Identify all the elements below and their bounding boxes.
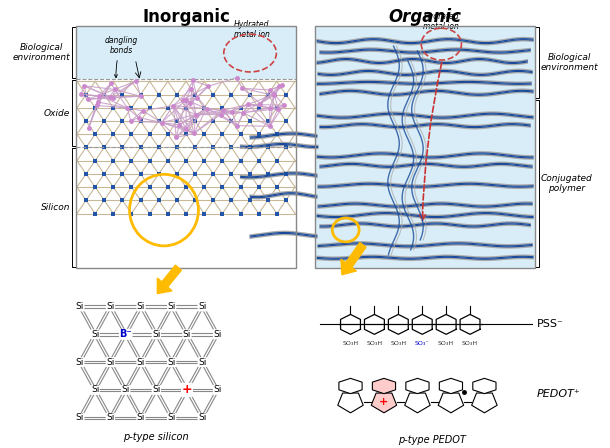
Text: Si: Si — [152, 330, 160, 339]
Bar — [315, 26, 535, 268]
Text: Inorganic: Inorganic — [142, 9, 230, 26]
Text: SO₃H: SO₃H — [342, 341, 359, 346]
Text: p-type silicon: p-type silicon — [124, 431, 189, 442]
Text: Oxide: Oxide — [44, 109, 70, 118]
Bar — [76, 26, 296, 268]
Text: Si: Si — [198, 414, 206, 422]
Text: Si: Si — [137, 414, 145, 422]
Text: Si: Si — [168, 414, 176, 422]
Bar — [76, 79, 296, 268]
Text: PSS⁻: PSS⁻ — [537, 319, 564, 329]
Text: Biological
environment: Biological environment — [13, 43, 70, 63]
Text: SO₃H: SO₃H — [367, 341, 382, 346]
Text: +: + — [379, 397, 389, 407]
Polygon shape — [473, 379, 496, 394]
Text: Si: Si — [137, 358, 145, 366]
Polygon shape — [338, 393, 363, 413]
Polygon shape — [339, 379, 362, 394]
Text: Si: Si — [198, 302, 206, 311]
Text: Si: Si — [214, 330, 222, 339]
Text: Si: Si — [137, 302, 145, 311]
Text: Si: Si — [106, 414, 115, 422]
Text: Si: Si — [91, 385, 99, 395]
Text: SO₃H: SO₃H — [390, 341, 406, 346]
Text: Si: Si — [106, 302, 115, 311]
Polygon shape — [404, 393, 430, 413]
Text: Si: Si — [76, 358, 84, 366]
Text: Si: Si — [168, 358, 176, 366]
Text: Si: Si — [121, 330, 130, 339]
Text: dangling
bonds: dangling bonds — [104, 36, 138, 78]
Text: Silicon: Silicon — [41, 203, 70, 212]
Polygon shape — [372, 379, 395, 394]
Bar — [315, 26, 535, 268]
Text: p-type PEDOT: p-type PEDOT — [398, 435, 465, 444]
Text: Si: Si — [214, 385, 222, 395]
Text: Si: Si — [168, 302, 176, 311]
Text: Si: Si — [121, 385, 130, 395]
Text: Organic: Organic — [389, 9, 462, 26]
Polygon shape — [438, 393, 464, 413]
Text: Si: Si — [91, 330, 99, 339]
Text: SO₃H: SO₃H — [438, 341, 454, 346]
Polygon shape — [406, 379, 429, 394]
FancyArrow shape — [157, 265, 181, 293]
Text: Hydrated
metal ion: Hydrated metal ion — [234, 20, 270, 39]
Text: Si: Si — [198, 358, 206, 366]
Text: Si: Si — [76, 302, 84, 311]
Polygon shape — [472, 393, 497, 413]
Text: Si: Si — [183, 330, 191, 339]
Polygon shape — [439, 379, 462, 394]
FancyArrow shape — [341, 242, 366, 275]
Text: Si: Si — [76, 414, 84, 422]
Text: SO₃⁻: SO₃⁻ — [415, 341, 429, 346]
Text: B⁻: B⁻ — [120, 329, 132, 339]
Text: Biological
environment: Biological environment — [541, 53, 598, 72]
Text: Si: Si — [106, 358, 115, 366]
Text: Si: Si — [152, 385, 160, 395]
Text: SO₃H: SO₃H — [462, 341, 478, 346]
Text: PEDOT⁺: PEDOT⁺ — [537, 389, 581, 399]
Bar — [76, 26, 296, 79]
Polygon shape — [371, 393, 397, 413]
Text: +: + — [182, 383, 192, 396]
Text: Conjugated
polymer: Conjugated polymer — [541, 173, 592, 193]
Text: Hydrated
metal ion: Hydrated metal ion — [423, 12, 459, 31]
Text: Si: Si — [183, 385, 191, 395]
